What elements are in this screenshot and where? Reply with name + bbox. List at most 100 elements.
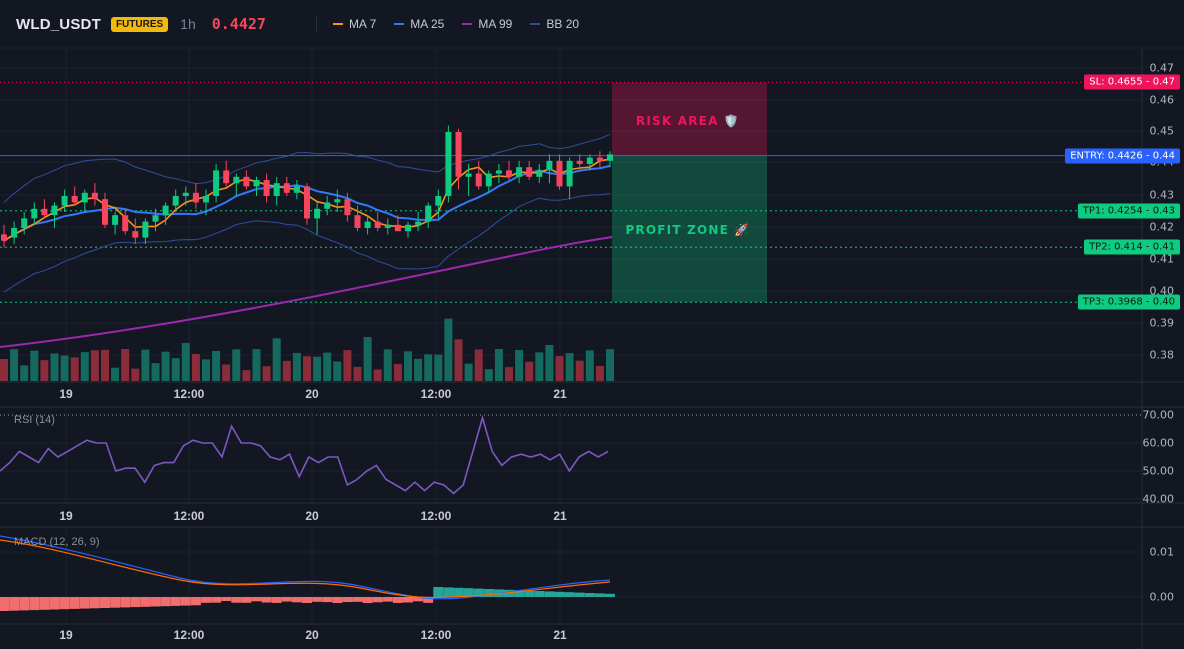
macd-pane[interactable]: MACD (12, 26, 9) 0.01 0.00 19 12:00 20 12:00…: [0, 528, 1184, 649]
volume-bar: [171, 358, 180, 381]
volume-bar: [151, 363, 160, 381]
legend-ma99[interactable]: MA 99: [462, 17, 512, 31]
macd-histogram-bar: [140, 597, 151, 607]
macd-histogram-bar: [79, 597, 90, 609]
candle-body: [516, 167, 523, 177]
volume-bar: [575, 360, 584, 381]
time-axis-label: 19: [59, 628, 73, 642]
timeframe-label[interactable]: 1h: [180, 16, 196, 32]
rsi-pane[interactable]: RSI (14) 70.00 60.00 50.00 40.00 19 12:00 20 1…: [0, 408, 1184, 528]
candle-body: [405, 224, 411, 232]
candle-body: [324, 202, 331, 209]
candle-body: [112, 215, 119, 225]
price-chart[interactable]: [0, 0, 1184, 410]
volume-bar: [292, 352, 301, 381]
macd-histogram-bar: [49, 597, 60, 610]
volume-bar: [444, 318, 453, 381]
volume-bar: [464, 363, 473, 381]
candle-body: [495, 170, 502, 174]
macd-histogram-bar: [605, 593, 615, 597]
macd-histogram-bar: [59, 597, 70, 610]
volume-bar: [313, 356, 322, 381]
candle-body: [182, 192, 189, 196]
entry-tag: ENTRY: 0.4426 - 0.44: [1065, 148, 1180, 164]
macd-histogram-bar: [120, 597, 131, 608]
macd-histogram-bar: [594, 593, 605, 597]
volume-bar: [373, 369, 382, 381]
candle-body: [415, 221, 422, 225]
candle-body: [435, 196, 442, 206]
volume-bar: [454, 339, 463, 381]
macd-axis-label: 0.01: [1149, 545, 1175, 559]
legend-ma7[interactable]: MA 7: [332, 17, 377, 31]
legend-bb20-label: BB 20: [546, 17, 580, 31]
candle-body: [223, 170, 230, 184]
volume-bar: [545, 344, 554, 381]
macd-title: MACD (12, 26, 9): [14, 536, 100, 548]
candle-body: [586, 157, 593, 164]
macd-histogram-bar: [39, 597, 50, 610]
macd-histogram-bar: [110, 597, 121, 608]
candle-body: [91, 192, 98, 200]
macd-chart[interactable]: [0, 528, 1184, 649]
volume-bar: [212, 350, 221, 381]
macd-histogram-bar: [19, 597, 30, 611]
ma25-swatch-icon: [394, 23, 405, 25]
macd-histogram-bar: [302, 597, 312, 603]
candle-body: [71, 196, 78, 203]
candle-body: [596, 157, 603, 161]
volume-bar: [404, 351, 412, 381]
rsi-title: RSI (14): [14, 414, 55, 426]
candle-body: [576, 160, 583, 164]
time-axis-label: 20: [305, 387, 319, 401]
macd-histogram-bar: [291, 597, 302, 603]
legend-ma99-label: MA 99: [478, 17, 513, 31]
rsi-axis-label: 40.00: [1142, 492, 1175, 506]
rsi-axis-label: 70.00: [1142, 408, 1175, 422]
candle-body: [374, 221, 381, 228]
time-axis-label: 19: [59, 387, 73, 401]
price-axis-label: 0.42: [1149, 220, 1175, 234]
volume-bar: [80, 352, 89, 381]
rsi-axis-label: 50.00: [1142, 464, 1175, 478]
macd-histogram-bar: [0, 597, 9, 611]
candle-body: [273, 183, 280, 196]
candle-body: [61, 196, 68, 206]
macd-histogram-bar: [281, 597, 292, 602]
volume-bar: [202, 359, 210, 381]
price-axis-label: 0.39: [1149, 316, 1175, 330]
candle-body: [607, 154, 613, 161]
time-axis-label: 12:00: [173, 387, 205, 401]
symbol-name[interactable]: WLD_USDT: [16, 15, 101, 33]
rsi-axis-label: 60.00: [1142, 436, 1175, 450]
candle-body: [455, 132, 462, 177]
legend-bb20[interactable]: BB 20: [530, 17, 579, 31]
volume-bar: [90, 350, 99, 381]
volume-bar: [585, 350, 594, 381]
rsi-chart[interactable]: [0, 408, 1184, 528]
macd-histogram-bar: [453, 587, 464, 597]
volume-bar: [424, 354, 433, 381]
price-axis-label: 0.38: [1149, 348, 1175, 362]
time-axis-label: 12:00: [420, 387, 452, 401]
legend-ma25[interactable]: MA 25: [394, 17, 444, 31]
candle-body: [162, 205, 169, 216]
legend-ma7-label: MA 7: [348, 17, 377, 31]
candle-body: [354, 215, 361, 228]
volume-bar: [20, 365, 29, 381]
volume-bar: [434, 354, 443, 381]
macd-histogram-bar: [574, 592, 585, 597]
profit-zone-label: PROFIT ZONE 🚀: [625, 223, 751, 237]
volume-bar: [131, 368, 140, 381]
price-pane[interactable]: 0.470.460.450.440.430.420.410.400.390.38…: [0, 0, 1184, 410]
candle-body: [172, 196, 179, 206]
bb-upper-line: [3, 133, 611, 203]
candle-body: [81, 192, 88, 203]
volume-bar: [494, 349, 503, 381]
macd-histogram-bar: [251, 597, 262, 602]
macd-histogram-bar: [231, 597, 242, 603]
tp3-tag: TP3: 0.3968 - 0.40: [1077, 294, 1180, 310]
volume-bar: [515, 350, 524, 381]
macd-histogram-bar: [160, 597, 171, 607]
candle-body: [566, 160, 573, 187]
